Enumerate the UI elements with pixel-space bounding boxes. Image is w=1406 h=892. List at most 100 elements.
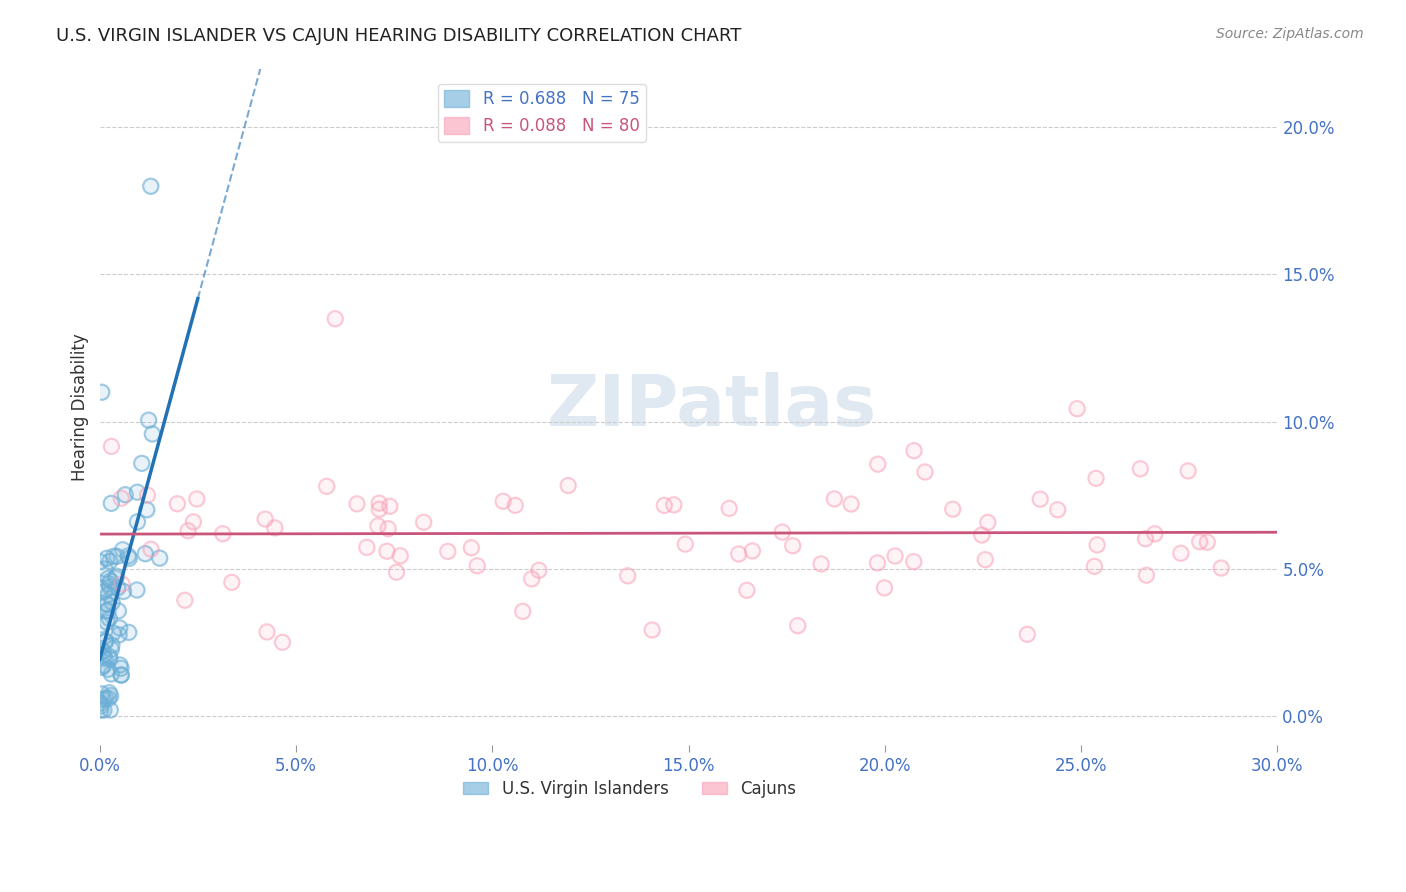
Point — [100, 666, 122, 681]
Point — [465, 558, 488, 573]
Point — [368, 496, 391, 510]
Point — [90, 660, 112, 674]
Point — [91, 692, 114, 706]
Point — [183, 515, 205, 529]
Point — [100, 642, 122, 657]
Point — [96, 551, 118, 566]
Point — [100, 439, 122, 453]
Point — [94, 691, 117, 706]
Point — [1017, 627, 1039, 641]
Point — [104, 571, 127, 585]
Point — [186, 491, 208, 506]
Point — [136, 488, 159, 502]
Point — [138, 413, 160, 427]
Point — [94, 634, 117, 648]
Point — [93, 703, 115, 717]
Point — [100, 689, 122, 703]
Point — [98, 580, 121, 594]
Point — [103, 549, 125, 563]
Point — [389, 549, 412, 563]
Point — [662, 498, 685, 512]
Point — [315, 479, 337, 493]
Point — [97, 587, 120, 601]
Point — [914, 465, 936, 479]
Point — [673, 537, 696, 551]
Point — [1170, 546, 1192, 560]
Point — [96, 598, 118, 612]
Point — [90, 581, 112, 595]
Point — [823, 491, 845, 506]
Point — [112, 584, 135, 599]
Point — [98, 580, 121, 594]
Point — [117, 625, 139, 640]
Point — [108, 621, 131, 635]
Point — [810, 557, 832, 571]
Point — [1188, 534, 1211, 549]
Point — [127, 485, 149, 500]
Point — [368, 502, 391, 516]
Point — [866, 556, 889, 570]
Point — [118, 551, 141, 566]
Point — [91, 644, 114, 658]
Point — [884, 549, 907, 563]
Point — [101, 625, 124, 640]
Point — [1211, 561, 1233, 575]
Point — [100, 496, 122, 510]
Point — [110, 668, 132, 682]
Point — [90, 698, 112, 713]
Point — [98, 611, 121, 625]
Point — [114, 488, 136, 502]
Point — [974, 552, 997, 566]
Point — [96, 597, 118, 611]
Point — [108, 628, 131, 642]
Point — [263, 521, 285, 535]
Point — [173, 593, 195, 607]
Point — [98, 577, 121, 591]
Point — [97, 587, 120, 601]
Point — [492, 494, 515, 508]
Point — [94, 691, 117, 706]
Point — [942, 502, 965, 516]
Point — [741, 544, 763, 558]
Point — [782, 539, 804, 553]
Point — [1066, 401, 1088, 416]
Point — [141, 426, 163, 441]
Legend: U.S. Virgin Islanders, Cajuns: U.S. Virgin Islanders, Cajuns — [457, 773, 803, 805]
Point — [91, 644, 114, 658]
Point — [970, 528, 993, 542]
Point — [110, 668, 132, 682]
Point — [903, 443, 925, 458]
Point — [166, 497, 188, 511]
Point — [90, 385, 112, 400]
Point — [93, 584, 115, 599]
Point — [652, 499, 675, 513]
Point — [96, 597, 118, 611]
Point — [98, 652, 121, 666]
Point — [884, 549, 907, 563]
Point — [98, 685, 121, 699]
Point — [375, 544, 398, 558]
Point — [976, 516, 998, 530]
Point — [873, 581, 896, 595]
Point — [211, 526, 233, 541]
Point — [90, 385, 112, 400]
Point — [271, 635, 294, 649]
Point — [520, 572, 543, 586]
Point — [131, 456, 153, 470]
Point — [903, 554, 925, 568]
Point — [718, 501, 741, 516]
Point — [512, 604, 534, 618]
Point — [1029, 492, 1052, 507]
Point — [90, 703, 112, 717]
Point — [1197, 535, 1219, 549]
Point — [727, 547, 749, 561]
Point — [131, 456, 153, 470]
Point — [460, 541, 482, 555]
Point — [1135, 568, 1157, 582]
Point — [186, 491, 208, 506]
Point — [503, 498, 526, 512]
Point — [385, 565, 408, 579]
Point — [100, 439, 122, 453]
Point — [93, 658, 115, 673]
Point — [1129, 461, 1152, 475]
